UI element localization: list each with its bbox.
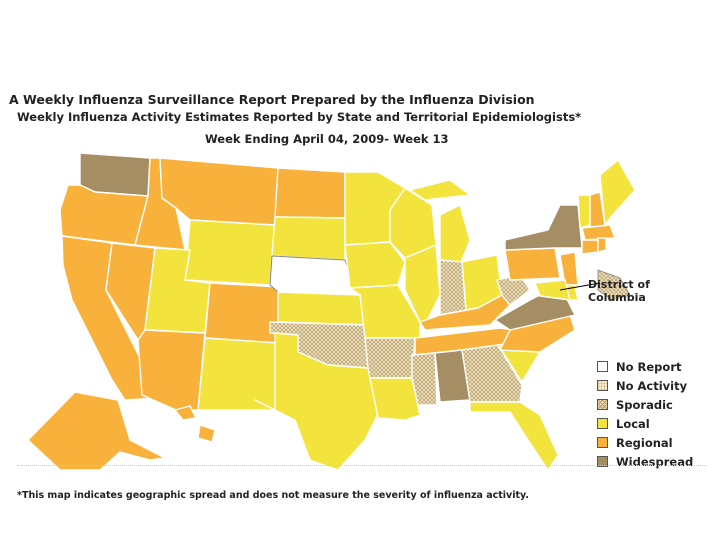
dc-leader-line <box>559 282 601 291</box>
legend-swatch-widespread <box>597 456 608 467</box>
state-ak <box>27 391 166 470</box>
legend-label: Sporadic <box>616 397 673 412</box>
legend-label: Local <box>616 416 650 431</box>
dc-label-line1: District of <box>588 278 650 291</box>
dc-inset <box>597 269 631 301</box>
map-legend: No Report No Activity Sporadic Local Reg… <box>597 357 693 471</box>
state-ia <box>344 241 406 289</box>
legend-item-no-activity: No Activity <box>597 376 693 395</box>
legend-item-local: Local <box>597 414 693 433</box>
legend-label: No Report <box>616 359 682 374</box>
state-nj <box>559 251 579 286</box>
legend-swatch-no-report <box>597 361 608 372</box>
legend-swatch-regional <box>597 437 608 448</box>
state-fl <box>469 401 559 470</box>
state-ri <box>597 237 607 253</box>
state-nd <box>274 167 346 219</box>
legend-label: No Activity <box>616 378 688 393</box>
state-vt <box>577 194 591 229</box>
legend-swatch-local <box>597 418 608 429</box>
state-ct <box>581 239 599 255</box>
map-subtitle: Weekly Influenza Activity Estimates Repo… <box>17 110 582 124</box>
legend-item-no-report: No Report <box>597 357 693 376</box>
legend-label: Regional <box>616 435 673 450</box>
state-ne <box>269 255 359 296</box>
legend-swatch-sporadic <box>597 399 608 410</box>
state-nm <box>197 337 279 411</box>
dc-label: District of Columbia <box>588 278 650 304</box>
state-ar <box>364 337 416 379</box>
legend-item-regional: Regional <box>597 433 693 452</box>
state-tx <box>254 332 381 470</box>
state-md <box>534 279 571 301</box>
footnote: *This map indicates geographic spread an… <box>17 490 529 501</box>
state-az <box>137 329 206 411</box>
state-co <box>204 282 281 344</box>
week-label: Week Ending April 04, 2009- Week 13 <box>205 132 449 146</box>
state-la <box>369 377 421 421</box>
map-title: A Weekly Influenza Surveillance Report P… <box>9 92 535 107</box>
state-pa <box>504 247 561 281</box>
state-mi <box>409 179 471 266</box>
state-wy <box>184 219 276 286</box>
divider-line <box>17 465 707 466</box>
state-me <box>599 159 636 226</box>
legend-item-sporadic: Sporadic <box>597 395 693 414</box>
state-hi <box>174 405 216 443</box>
state-ms <box>411 352 438 406</box>
legend-label: Widespread <box>616 454 694 469</box>
legend-item-widespread: Widespread <box>597 452 693 471</box>
state-ny <box>504 204 583 251</box>
dc-label-line2: Columbia <box>588 291 646 304</box>
state-ga <box>461 344 523 403</box>
state-ks <box>277 291 366 326</box>
us-influenza-map <box>27 152 636 470</box>
state-ma <box>581 224 616 241</box>
legend-swatch-no-activity <box>597 380 608 391</box>
state-sd <box>271 216 346 261</box>
